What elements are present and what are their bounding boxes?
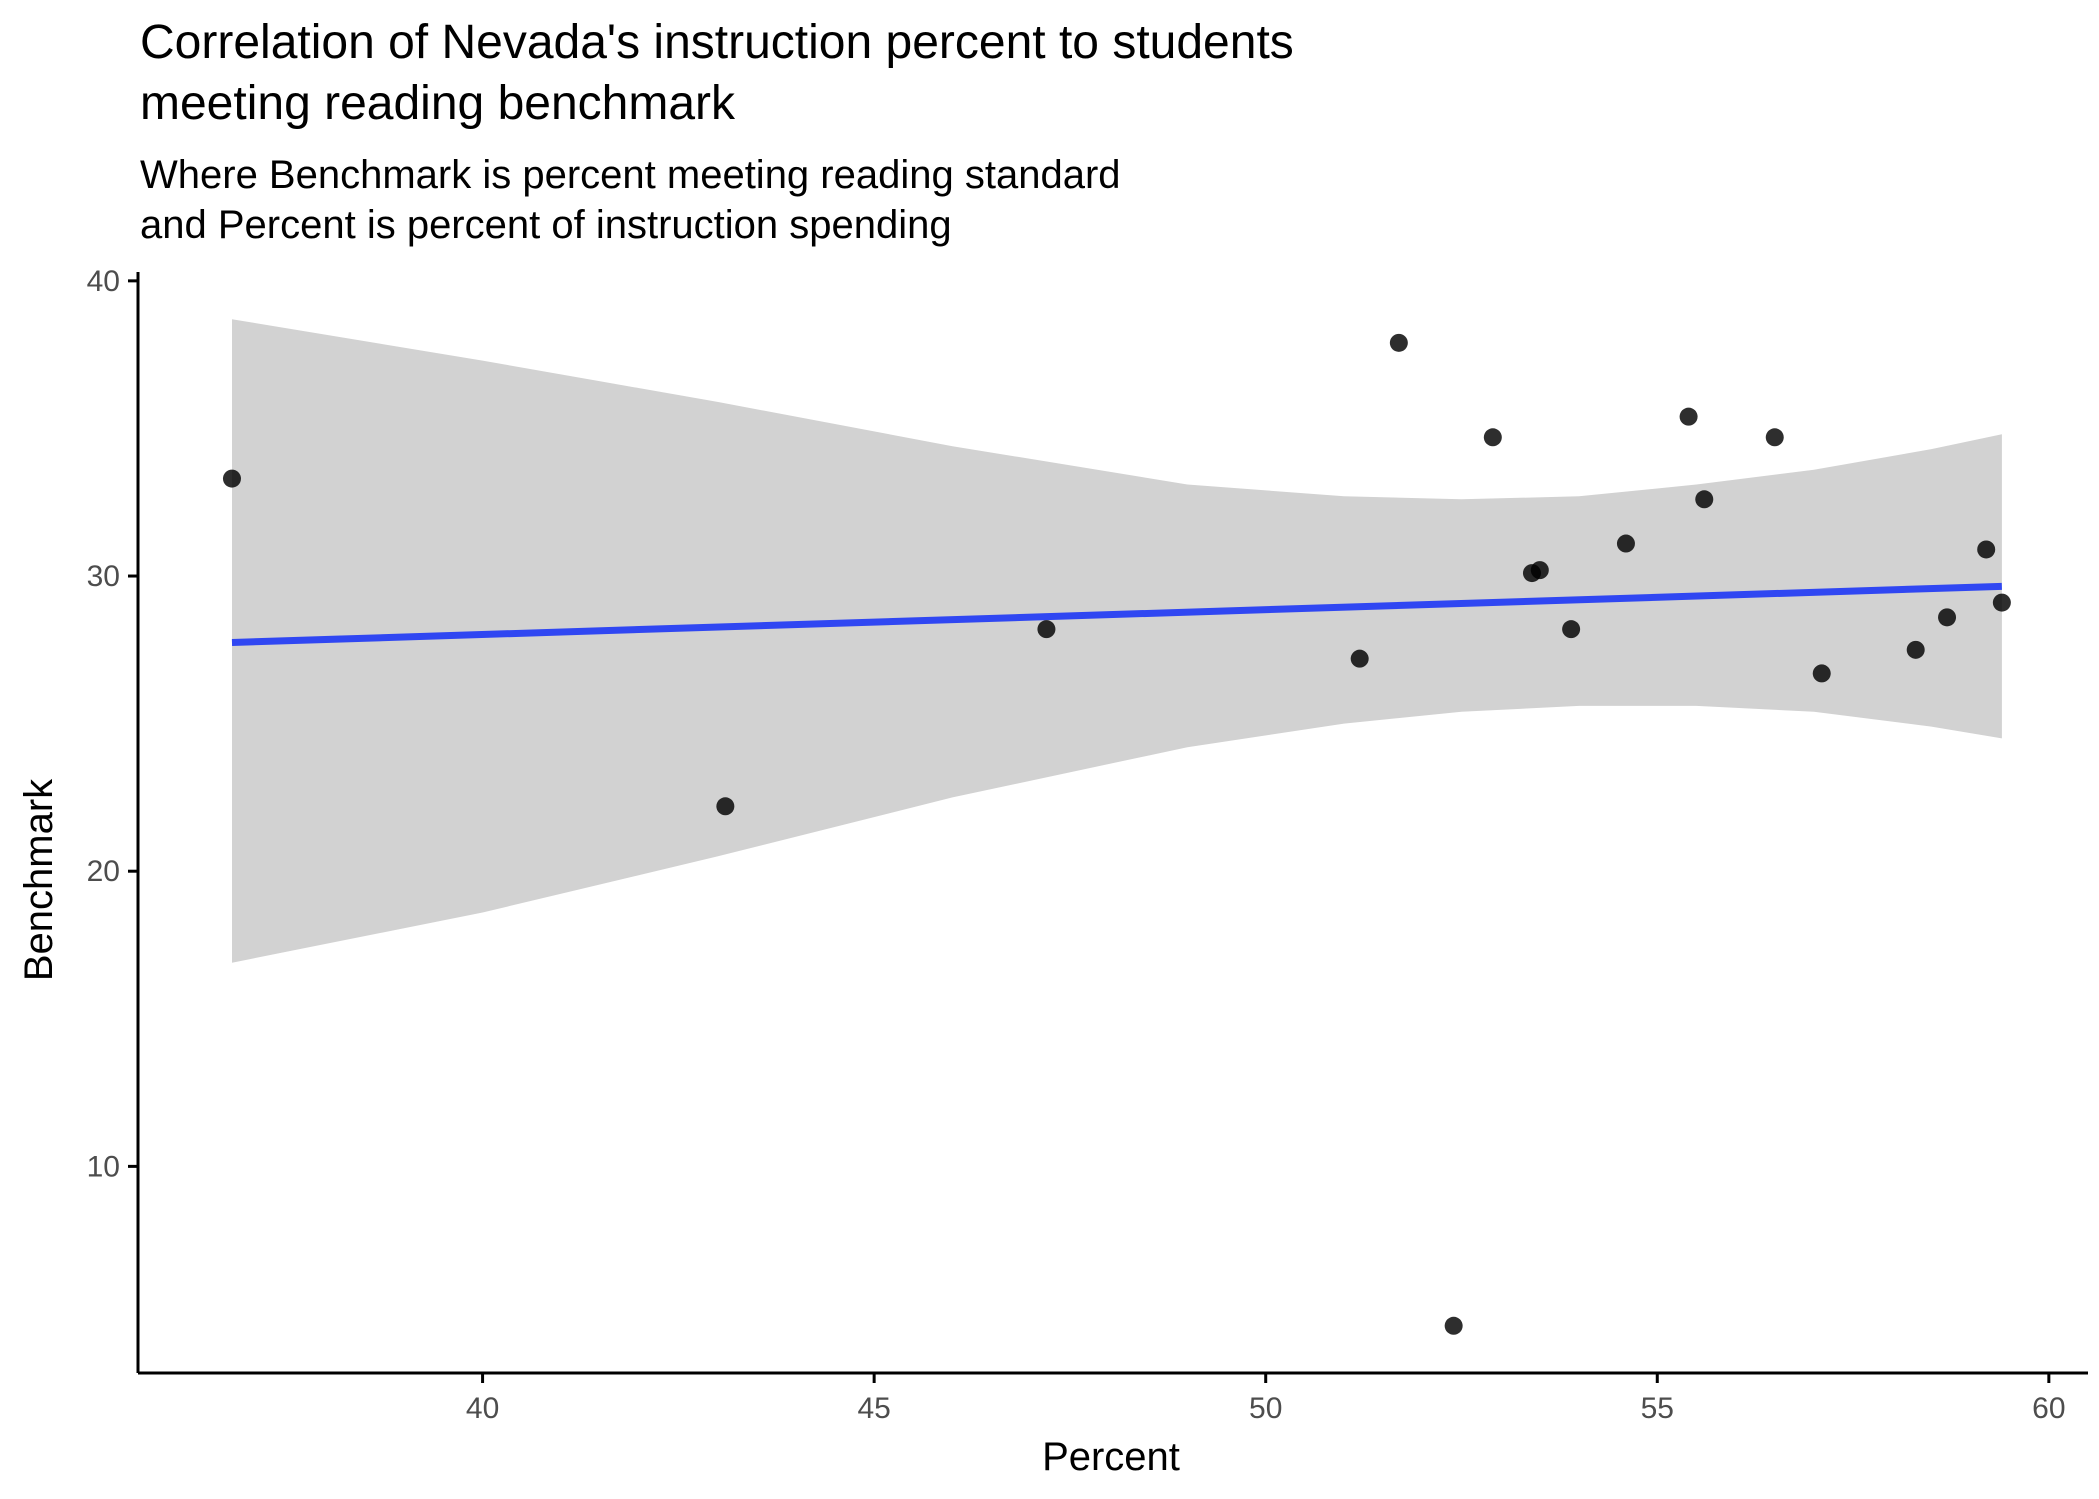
axes-layer: 40 45 50 55 60 10 20 30 40 [87, 265, 2088, 1425]
data-point-6 [1444, 1316, 1463, 1335]
data-point-2 [716, 797, 735, 816]
data-point-19 [1992, 593, 2011, 612]
data-point-14 [1765, 428, 1784, 447]
data-point-3 [1037, 620, 1056, 639]
data-point-18 [1977, 540, 1996, 559]
data-point-13 [1695, 490, 1714, 509]
data-point-1 [222, 469, 241, 488]
x-tick-label-45: 45 [857, 1392, 890, 1425]
chart-title-line-2: meeting reading benchmark [140, 77, 736, 130]
y-axis-title: Benchmark [17, 778, 61, 981]
x-tick-label-60: 60 [2032, 1392, 2065, 1425]
data-point-16 [1906, 640, 1925, 659]
x-tick-label-50: 50 [1249, 1392, 1282, 1425]
data-point-12 [1679, 407, 1698, 426]
regression-line [231, 582, 2002, 646]
points-layer [222, 333, 2011, 1335]
y-tick-label-20: 20 [87, 855, 120, 888]
data-point-17 [1938, 608, 1957, 627]
fit-line-layer [231, 582, 2002, 646]
chart-subtitle-line-2: and Percent is percent of instruction sp… [140, 203, 952, 247]
data-point-5 [1389, 333, 1408, 352]
x-tick-label-40: 40 [466, 1392, 499, 1425]
x-tick-label-55: 55 [1641, 1392, 1674, 1425]
chart-subtitle: Where Benchmark is percent meeting readi… [140, 153, 1121, 197]
data-point-4 [1350, 649, 1369, 668]
data-point-15 [1812, 664, 1831, 683]
data-point-11 [1616, 534, 1635, 553]
y-tick-label-30: 30 [87, 560, 120, 593]
data-point-10 [1562, 620, 1581, 639]
confidence-band-layer [232, 319, 2002, 963]
data-point-9 [1530, 561, 1549, 580]
y-tick-label-40: 40 [87, 265, 120, 298]
y-tick-label-10: 10 [87, 1150, 120, 1183]
data-point-7 [1483, 428, 1502, 447]
confidence-band [232, 319, 2002, 963]
x-axis-title: Percent [1042, 1435, 1180, 1479]
chart-title: Correlation of Nevada's instruction perc… [140, 16, 1294, 69]
